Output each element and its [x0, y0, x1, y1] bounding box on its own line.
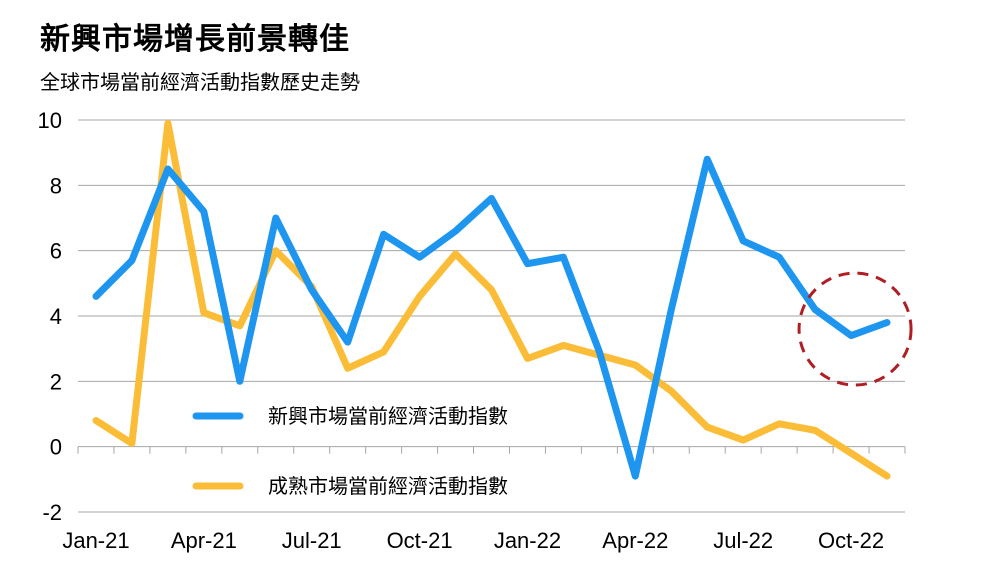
- x-tick-label: Jan-21: [62, 528, 129, 553]
- x-tick-label: Apr-22: [602, 528, 668, 553]
- x-tick-label: Jul-22: [713, 528, 773, 553]
- y-axis-ticks: 10 8 6 4 2 0 -2: [38, 108, 62, 525]
- x-tick-label: Jul-21: [282, 528, 342, 553]
- emerging-market-line: [92, 155, 891, 480]
- highlight-circle: [797, 271, 913, 387]
- x-tick-label: Oct-22: [818, 528, 884, 553]
- x-axis-ticks: Jan-21 Apr-21 Jul-21 Oct-21 Jan-22 Apr-22 Jul-…: [62, 528, 884, 553]
- chart-subtitle: 全球市場當前經濟活動指數歷史走勢: [40, 70, 360, 94]
- legend-label-developed: 成熟市場當前經濟活動指數: [268, 474, 508, 498]
- y-tick-label: 4: [50, 304, 62, 329]
- gridlines: [77, 119, 906, 513]
- x-tick-label: Jan-22: [494, 528, 561, 553]
- chart-title: 新興市場增長前景轉佳: [40, 22, 350, 57]
- annotations: [797, 271, 913, 387]
- y-tick-label: 10: [38, 108, 62, 133]
- series-lines: [92, 119, 891, 480]
- y-tick-label: 6: [50, 239, 62, 264]
- y-tick-label: 8: [50, 173, 62, 198]
- y-tick-label: 0: [50, 435, 62, 460]
- x-tick-label: Apr-21: [171, 528, 237, 553]
- y-tick-label: -2: [42, 500, 62, 525]
- y-tick-label: 2: [50, 369, 62, 394]
- x-tick-label: Oct-21: [387, 528, 453, 553]
- legend-label-emerging: 新興市場當前經濟活動指數: [268, 404, 508, 428]
